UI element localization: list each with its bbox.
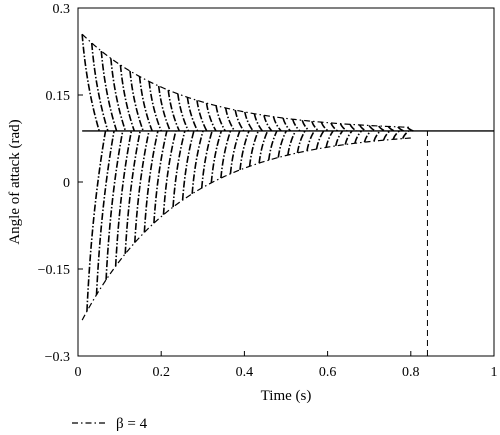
series-stroke-upper	[177, 93, 190, 132]
series-stroke-upper	[196, 100, 208, 132]
series-stroke-lower	[382, 130, 391, 141]
series-stroke-lower	[210, 130, 223, 183]
series-stroke-lower	[191, 130, 204, 194]
series-stroke-upper	[157, 85, 171, 132]
y-tick-label: −0.3	[45, 350, 70, 365]
x-axis: 0 0.2 0.4 0.6 0.8 1	[75, 351, 498, 380]
series-stroke-lower	[95, 130, 115, 295]
series-stroke-lower	[258, 130, 269, 164]
series-stroke-upper	[263, 115, 273, 132]
series-stroke-lower	[248, 130, 260, 167]
series-stroke-lower	[105, 130, 124, 280]
series-stroke-lower	[354, 130, 363, 144]
x-axis-label: Time (s)	[261, 388, 312, 404]
series-stroke-lower	[392, 130, 400, 140]
x-tick-label: 0.8	[402, 365, 420, 380]
x-tick-label: 0.2	[152, 365, 170, 380]
series-stroke-lower	[124, 130, 141, 254]
series-stroke-upper	[234, 109, 245, 132]
series-stroke-lower	[315, 130, 325, 150]
series-angle-of-attack	[81, 33, 494, 321]
legend: β = 4	[72, 416, 148, 432]
series-stroke-lower	[325, 130, 334, 148]
series-stroke-upper	[378, 125, 386, 132]
plot-frame	[77, 7, 495, 357]
series-stroke-upper	[129, 70, 144, 132]
series-stroke-lower	[306, 130, 316, 151]
series-stroke-upper	[148, 81, 162, 132]
series-stroke-lower	[277, 130, 287, 158]
series-stroke-upper	[253, 113, 264, 132]
series-stroke-upper	[81, 34, 100, 132]
series-stroke-lower	[296, 130, 306, 153]
series-stroke-upper	[349, 123, 357, 132]
series-stroke-upper	[282, 117, 292, 132]
series-stroke-upper	[215, 105, 226, 132]
series-stroke-lower	[344, 130, 353, 145]
plot-area	[77, 7, 495, 357]
y-tick-label: 0.15	[46, 89, 71, 104]
series-stroke-upper	[186, 97, 199, 132]
series-stroke-lower	[401, 130, 410, 139]
series-stroke-lower	[229, 130, 241, 174]
series-stroke-upper	[339, 123, 348, 132]
series-stroke-lower	[287, 130, 297, 156]
series-stroke-upper	[119, 64, 136, 132]
series-stroke-upper	[291, 118, 301, 132]
series-envelope-lower	[81, 137, 411, 321]
series-stroke-upper	[244, 111, 254, 132]
legend-label: β = 4	[116, 416, 148, 432]
series-stroke-lower	[181, 130, 195, 201]
series-stroke-lower	[162, 130, 177, 215]
series-stroke-upper	[301, 120, 310, 132]
y-axis: −0.3 −0.15 0 0.15 0.3	[38, 2, 83, 365]
y-axis-label: Angle of attack (rad)	[7, 119, 23, 244]
series-stroke-upper	[138, 76, 153, 132]
series-stroke-lower	[133, 130, 150, 243]
series-envelope-upper	[81, 33, 411, 128]
series-stroke-lower	[239, 130, 250, 170]
series-stroke-lower	[334, 130, 344, 147]
y-tick-label: −0.15	[38, 263, 70, 278]
series-stroke-upper	[110, 58, 127, 132]
y-tick-label: 0	[63, 176, 70, 191]
x-tick-label: 0.6	[319, 365, 337, 380]
series-stroke-lower	[153, 130, 168, 224]
x-tick-label: 0.4	[236, 365, 254, 380]
series-stroke-lower	[373, 130, 381, 142]
series-stroke-lower	[220, 130, 232, 179]
series-stroke-upper	[311, 120, 320, 132]
series-stroke-lower	[114, 130, 133, 267]
series-stroke-upper	[224, 107, 236, 132]
y-tick-label: 0.3	[53, 2, 71, 17]
series-stroke-upper	[272, 116, 282, 132]
series-stroke-upper	[100, 50, 118, 132]
series-stroke-upper	[320, 121, 329, 132]
series-stroke-lower	[143, 130, 159, 233]
series-stroke-lower	[172, 130, 186, 208]
x-tick-label: 0	[75, 365, 82, 380]
series-stroke-upper	[358, 124, 367, 132]
series-stroke-lower	[200, 130, 213, 189]
series-stroke-lower	[267, 130, 278, 161]
series-stroke-upper	[90, 42, 109, 132]
series-stroke-upper	[205, 102, 217, 132]
series-stroke-lower	[363, 130, 372, 143]
series-stroke-upper	[368, 125, 376, 132]
x-tick-label: 1	[491, 365, 498, 380]
series-stroke-upper	[167, 90, 181, 132]
series-stroke-upper	[330, 122, 339, 132]
